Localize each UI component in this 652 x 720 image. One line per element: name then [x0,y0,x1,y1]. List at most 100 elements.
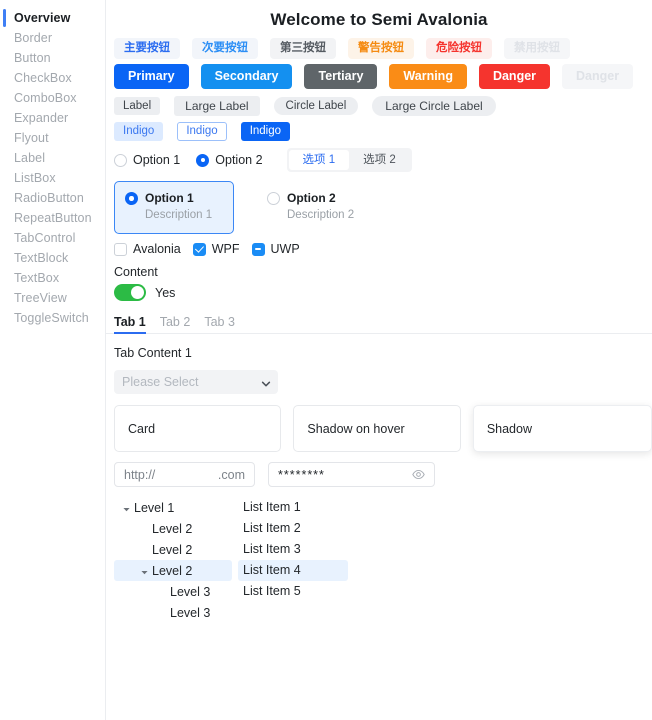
sidebar-item-label: ComboBox [14,91,77,105]
card-label: Card [128,421,156,436]
button-solid-primary[interactable]: Primary [114,64,189,89]
treeview: Level 1 Level 2 Level 2 Level 2 Level 3 Level… [114,497,232,623]
button-solid-warning[interactable]: Warning [389,64,467,89]
checkbox-indicator [192,242,206,256]
radio-card-2[interactable]: Option 2 Description 2 [256,181,376,234]
list-item[interactable]: List Item 1 [243,500,301,514]
sidebar-item-label[interactable]: Label [0,148,105,168]
radio-card-description: Description 2 [287,209,355,221]
list-item[interactable]: List Item 2 [243,521,301,535]
radio-indicator [196,153,210,167]
sidebar-item-button[interactable]: Button [0,48,105,68]
button-solid-disabled: Danger [562,64,634,89]
tree-node[interactable]: Level 2 [114,518,232,539]
password-input[interactable]: ******** [268,462,435,487]
sidebar-item-label: Button [14,51,51,65]
radio-card-body: Option 2 Description 2 [287,191,354,223]
sidebar-item-checkbox[interactable]: CheckBox [0,68,105,88]
tree-node[interactable]: Level 3 [114,581,232,602]
button-light-warning[interactable]: 警告按钮 [348,38,414,59]
sidebar-item-toggleswitch[interactable]: ToggleSwitch [0,308,105,328]
sidebar-item-border[interactable]: Border [0,28,105,48]
sidebar-item-tabcontrol[interactable]: TabControl [0,228,105,248]
sidebar-item-textbox[interactable]: TextBox [0,268,105,288]
button-light-disabled: 禁用按钮 [504,38,570,59]
tab-3[interactable]: Tab 3 [204,315,235,329]
list-item[interactable]: List Item 4 [238,560,348,581]
sidebar-item-listbox[interactable]: ListBox [0,168,105,188]
indigo-button-outline[interactable]: Indigo [177,122,227,141]
button-light-danger[interactable]: 危险按钮 [426,38,492,59]
radio-1[interactable]: Option 1 [114,153,180,167]
toggle-row: Yes [106,284,652,301]
tab-1[interactable]: Tab 1 [114,315,146,334]
button-light-primary[interactable]: 主要按钮 [114,38,180,59]
indigo-button-solid[interactable]: Indigo [240,122,291,141]
checkbox-indicator [114,242,127,256]
sidebar-item-label: RepeatButton [14,211,92,225]
sidebar-item-repeatbutton[interactable]: RepeatButton [0,208,105,228]
chevron-down-icon[interactable] [122,503,131,512]
sidebar-item-label: TreeView [14,291,67,305]
tree-node-label: Level 2 [152,563,193,578]
sidebar-item-treeview[interactable]: TreeView [0,288,105,308]
tree-node-label: Level 2 [152,542,193,557]
segment-option-2[interactable]: 选项 2 [363,154,396,166]
toggle-switch[interactable] [114,284,146,301]
sidebar-item-label: TextBlock [14,251,69,265]
label-chip: Large Circle Label [372,96,496,116]
checkbox-avalonia[interactable]: Avalonia [114,242,181,256]
card-3: Shadow [472,405,652,452]
sidebar-item-label: TextBox [14,271,60,285]
sidebar-item-expander[interactable]: Expander [0,108,105,128]
sidebar-item-combobox[interactable]: ComboBox [0,88,105,108]
sidebar-item-textblock[interactable]: TextBlock [0,248,105,268]
listbox: List Item 1 List Item 2 List Item 3 List It… [238,497,348,623]
indigo-button-light[interactable]: Indigo [114,122,164,141]
tree-node[interactable]: Level 3 [114,602,232,623]
button-solid-tertiary[interactable]: Tertiary [304,64,378,89]
button-light-secondary[interactable]: 次要按钮 [192,38,258,59]
button-solid-secondary[interactable]: Secondary [200,64,293,89]
url-input[interactable]: http:// .com [114,462,255,487]
radio-card-1[interactable]: Option 1 Description 1 [114,181,234,234]
checkbox-uwp[interactable]: UWP [251,242,300,256]
tree-node-label: Level 2 [152,521,193,536]
button-solid-danger[interactable]: Danger [478,64,551,89]
sidebar-item-flyout[interactable]: Flyout [0,128,105,148]
eye-icon[interactable] [412,468,425,481]
sidebar-item-label: RadioButton [14,191,84,205]
segmented-control: 选项 1 选项 2 [286,148,412,172]
list-item[interactable]: List Item 3 [243,542,301,556]
radio-2[interactable]: Option 2 [196,153,263,167]
checkbox-label: Avalonia [133,242,181,256]
sidebar-item-label: CheckBox [14,71,72,85]
tab-2[interactable]: Tab 2 [159,315,191,329]
chevron-down-icon[interactable] [140,566,149,575]
password-input-value: ******** [278,467,325,482]
tree-node[interactable]: Level 2 [114,539,232,560]
card-label: Shadow [486,421,532,436]
sidebar-item-radiobutton[interactable]: RadioButton [0,188,105,208]
url-input-suffix: .com [217,467,245,482]
segment-option-1[interactable]: 选项 1 [288,150,350,170]
button-light-tertiary[interactable]: 第三按钮 [270,38,336,59]
radio-card-indicator [267,192,280,205]
checkbox-wpf[interactable]: WPF [192,242,240,256]
url-input-placeholder: http:// [124,467,156,482]
combobox[interactable]: Please Select [114,370,278,394]
sidebar-item-label: Flyout [14,131,49,145]
toggle-switch-label: Yes [155,285,176,300]
radio-card-row: Option 1 Description 1 Option 2 Description… [106,181,652,234]
radio-card-body: Option 1 Description 1 [145,191,212,223]
list-item[interactable]: List Item 5 [243,584,301,598]
radio-label: Option 2 [215,153,263,167]
button-row-light: 主要按钮 次要按钮 第三按钮 警告按钮 危险按钮 禁用按钮 [106,38,652,59]
tree-node[interactable]: Level 1 [114,497,232,518]
tree-node[interactable]: Level 2 [114,560,232,581]
sidebar-item-label: Label [14,151,46,165]
checkbox-label: WPF [211,242,240,256]
sidebar-item-label: Overview [14,11,71,25]
sidebar-item-overview[interactable]: Overview [0,8,105,28]
